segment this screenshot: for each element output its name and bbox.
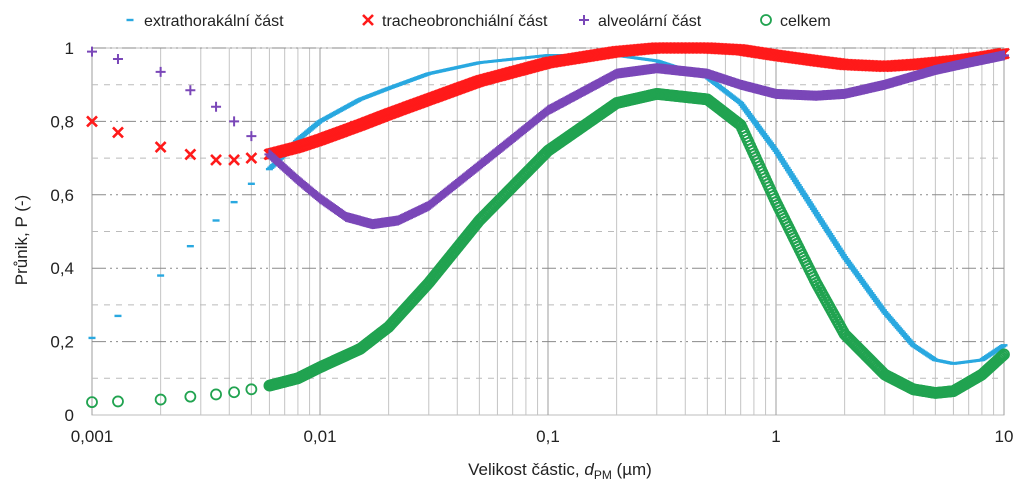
x-tick-label: 0,01 [303,427,336,446]
data-point [245,152,258,165]
x-tick-label: 1 [771,427,780,446]
data-point [228,386,241,399]
series-plus [87,46,1009,230]
x-tick-label: 0,001 [71,427,114,446]
legend-marker [760,14,772,26]
data-point [154,393,167,406]
data-point [210,388,222,401]
legend-item: alveolární část [579,13,702,30]
data-point [154,141,167,154]
legend-label: alveolární část [598,13,702,30]
legend-item: extrathorakální část [126,13,284,30]
x-axis-label-var: d [584,460,594,479]
data-point [112,54,123,65]
data-point [210,154,222,166]
y-tick-label: 0,8 [50,112,74,131]
data-point [245,383,258,396]
data-point [999,50,1009,61]
data-point [229,116,240,127]
y-tick-label: 0,4 [50,259,74,278]
y-tick-label: 0 [65,406,74,425]
y-tick-label: 0,6 [50,186,74,205]
legend-label: tracheobronchiální část [382,13,548,30]
y-tick-label: 0,2 [50,333,74,352]
data-point [86,115,98,128]
x-axis-label-main: Velikost částic, [468,460,584,479]
x-tick-label: 0,1 [536,427,560,446]
series-circle [86,87,1010,409]
data-point [998,348,1010,361]
y-axis-label: Průnik, P (-) [12,195,31,285]
legend-item: tracheobronchiální část [362,13,548,30]
legend-label: celkem [780,13,831,30]
data-point [155,66,166,77]
data-point [87,46,97,57]
data-point [995,351,1008,363]
plot-area [86,42,1010,409]
legend-marker [362,14,374,26]
y-tick-label: 1 [65,39,74,58]
data-point [185,85,196,96]
data-point [211,101,222,112]
tick-labels: 0,001 0,01 0,1 1 10 0 0,2 0,4 0,6 0,8 1 [50,39,1013,446]
legend: extrathorakální část tracheobronchiální č… [126,13,831,30]
x-axis-label-unit: (µm) [612,460,652,479]
data-point [996,349,1009,362]
data-point [86,396,98,409]
x-axis-label: Velikost částic, dPM (µm) [468,460,652,482]
legend-item: celkem [760,13,831,30]
data-point [246,131,257,142]
legend-label: extrathorakální část [144,13,284,30]
data-point [112,395,124,408]
legend-marker [579,15,589,25]
data-point [184,390,197,403]
data-point [184,148,197,161]
data-point [228,154,241,166]
x-axis-label-sub: PM [594,468,612,482]
data-point [112,126,124,139]
x-tick-label: 10 [995,427,1014,446]
